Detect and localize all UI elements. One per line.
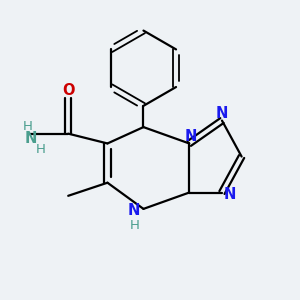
Text: N: N: [216, 106, 228, 121]
Text: N: N: [224, 187, 236, 202]
Text: H: H: [22, 120, 32, 133]
Text: H: H: [35, 143, 45, 156]
Text: H: H: [129, 219, 139, 232]
Text: N: N: [185, 129, 197, 144]
Text: O: O: [62, 83, 74, 98]
Text: N: N: [128, 203, 140, 218]
Text: N: N: [24, 131, 37, 146]
